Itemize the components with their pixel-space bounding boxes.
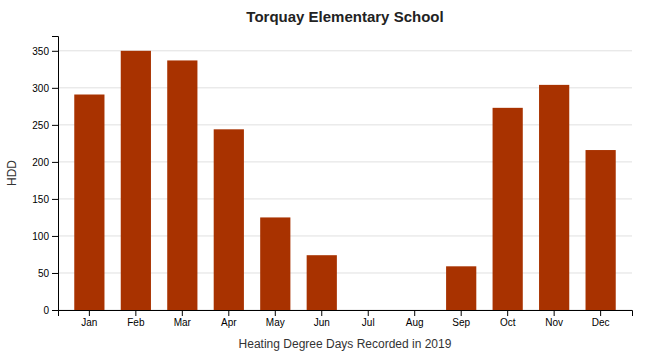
x-tick: Sep bbox=[452, 310, 470, 328]
x-tick-mark bbox=[275, 310, 276, 316]
x-axis-title: Heating Degree Days Recorded in 2019 bbox=[239, 337, 452, 351]
bar bbox=[260, 217, 290, 310]
x-tick-mark bbox=[554, 310, 555, 316]
y-tick-mark bbox=[52, 273, 58, 274]
y-tick: 250 bbox=[32, 120, 58, 131]
x-tick-mark bbox=[321, 310, 322, 316]
x-tick-label: Dec bbox=[592, 317, 610, 328]
x-tick: Feb bbox=[127, 310, 145, 328]
x-tick-mark bbox=[89, 310, 90, 316]
y-tick-label: 50 bbox=[38, 268, 50, 279]
bar bbox=[493, 108, 523, 310]
y-tick-mark bbox=[52, 310, 58, 311]
x-tick-mark bbox=[414, 310, 415, 316]
bar bbox=[400, 310, 430, 311]
bar bbox=[446, 266, 476, 310]
x-tick-mark bbox=[135, 310, 136, 316]
y-axis-line bbox=[52, 37, 59, 311]
x-tick: Dec bbox=[592, 310, 610, 328]
x-tick-label: Aug bbox=[406, 317, 424, 328]
y-axis-title: HDD bbox=[5, 160, 19, 186]
x-tick-label: Oct bbox=[500, 317, 516, 328]
bar bbox=[74, 95, 104, 310]
y-tick: 150 bbox=[32, 194, 58, 205]
y-tick: 50 bbox=[38, 268, 58, 279]
x-tick-mark bbox=[368, 310, 369, 316]
x-tick: Oct bbox=[500, 310, 516, 328]
bar bbox=[121, 51, 151, 310]
title: Torquay Elementary School bbox=[246, 8, 443, 25]
x-tick-label: May bbox=[266, 317, 285, 328]
y-tick-label: 150 bbox=[32, 194, 49, 205]
y-tick: 0 bbox=[43, 305, 58, 316]
y-tick-label: 0 bbox=[43, 305, 49, 316]
y-tick-label: 300 bbox=[32, 83, 49, 94]
x-tick-mark bbox=[461, 310, 462, 316]
y-tick: 300 bbox=[32, 83, 58, 94]
y-tick: 100 bbox=[32, 231, 58, 242]
bar bbox=[586, 150, 616, 310]
x-tick: Jul bbox=[362, 310, 375, 328]
x-tick: Apr bbox=[221, 310, 237, 328]
x-tick-mark bbox=[228, 310, 229, 316]
bar bbox=[353, 310, 383, 311]
y-tick-mark bbox=[52, 236, 58, 237]
y-tick-label: 250 bbox=[32, 120, 49, 131]
x-tick: May bbox=[266, 310, 285, 328]
bar bbox=[307, 255, 337, 310]
bars bbox=[74, 51, 615, 310]
y-tick-label: 350 bbox=[32, 46, 49, 57]
y-tick-mark bbox=[52, 88, 58, 89]
bar bbox=[214, 129, 244, 310]
x-tick-label: Jul bbox=[362, 317, 375, 328]
x-tick: Nov bbox=[545, 310, 563, 328]
chart-container: 050100150200250300350JanFebMarAprMayJunJ… bbox=[0, 0, 650, 360]
y-tick-label: 200 bbox=[32, 157, 49, 168]
y-tick-mark bbox=[52, 125, 58, 126]
x-tick-label: Jun bbox=[314, 317, 330, 328]
chart: 050100150200250300350JanFebMarAprMayJunJ… bbox=[0, 0, 650, 360]
y-tick-mark bbox=[52, 199, 58, 200]
x-tick: Aug bbox=[406, 310, 424, 328]
x-tick: Mar bbox=[174, 310, 192, 328]
x-tick: Jan bbox=[81, 310, 97, 328]
bar bbox=[167, 60, 197, 310]
x-tick-mark bbox=[182, 310, 183, 316]
y-axis: 0 50 100 150 200 250 300 350 bbox=[32, 37, 58, 316]
x-tick-label: Jan bbox=[81, 317, 97, 328]
x-axis-line bbox=[59, 311, 633, 317]
y-tick: 200 bbox=[32, 157, 58, 168]
x-tick: Jun bbox=[314, 310, 330, 328]
x-tick-label: Mar bbox=[174, 317, 192, 328]
x-tick-label: Nov bbox=[545, 317, 563, 328]
y-tick-label: 100 bbox=[32, 231, 49, 242]
x-axis: Jan Feb Mar Apr May Jun Jul Aug Sep Oct Nov Dec bbox=[59, 310, 633, 328]
grid bbox=[58, 51, 632, 310]
x-tick-mark bbox=[507, 310, 508, 316]
y-tick-mark bbox=[52, 51, 58, 52]
bar bbox=[539, 85, 569, 310]
x-tick-label: Sep bbox=[452, 317, 470, 328]
x-tick-mark bbox=[600, 310, 601, 316]
y-tick-mark bbox=[52, 162, 58, 163]
x-tick-label: Feb bbox=[127, 317, 145, 328]
x-tick-label: Apr bbox=[221, 317, 237, 328]
y-tick: 350 bbox=[32, 46, 58, 57]
